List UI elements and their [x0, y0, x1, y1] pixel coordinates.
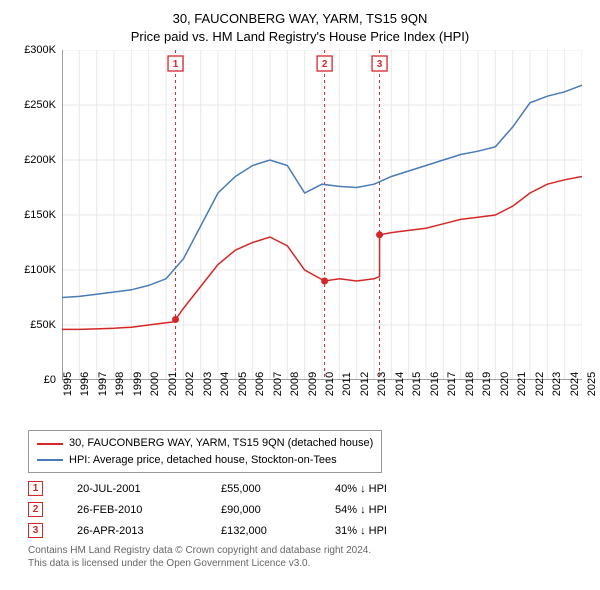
events-table: 1 20-JUL-2001 £55,000 40% ↓ HPI 2 26-FEB-2010… — [28, 481, 586, 538]
event-badge: 2 — [28, 502, 43, 517]
y-tick-label: £250K — [24, 99, 56, 111]
x-tick-label: 2021 — [516, 372, 528, 396]
x-tick-label: 2015 — [411, 372, 423, 396]
legend-label: HPI: Average price, detached house, Stoc… — [69, 452, 337, 469]
event-price: £55,000 — [221, 483, 301, 495]
event-row: 1 20-JUL-2001 £55,000 40% ↓ HPI — [28, 481, 586, 496]
x-tick-label: 2023 — [551, 372, 563, 396]
plot-region: 1 2 3 — [62, 50, 582, 380]
x-tick-label: 1996 — [79, 372, 91, 396]
x-tick-label: 2025 — [586, 372, 598, 396]
event-price: £132,000 — [221, 525, 301, 537]
y-tick-label: £50K — [30, 319, 56, 331]
event-badge: 1 — [28, 481, 43, 496]
legend-label: 30, FAUCONBERG WAY, YARM, TS15 9QN (deta… — [69, 435, 373, 452]
event-badge: 3 — [28, 523, 43, 538]
x-tick-label: 2014 — [394, 372, 406, 396]
chart-container: 30, FAUCONBERG WAY, YARM, TS15 9QN Price… — [0, 0, 600, 590]
chart-title: 30, FAUCONBERG WAY, YARM, TS15 9QN Price… — [14, 10, 586, 46]
event-diff: 40% ↓ HPI — [335, 483, 425, 495]
legend-item: HPI: Average price, detached house, Stoc… — [37, 452, 373, 469]
legend: 30, FAUCONBERG WAY, YARM, TS15 9QN (deta… — [28, 430, 382, 473]
event-date: 26-APR-2013 — [77, 525, 187, 537]
event-price: £90,000 — [221, 504, 301, 516]
x-tick-label: 2016 — [429, 372, 441, 396]
title-line-2: Price paid vs. HM Land Registry's House … — [14, 28, 586, 46]
x-tick-label: 2006 — [254, 372, 266, 396]
plot-svg: 1 2 3 — [62, 50, 582, 380]
legend-item: 30, FAUCONBERG WAY, YARM, TS15 9QN (deta… — [37, 435, 373, 452]
x-tick-label: 2020 — [499, 372, 511, 396]
y-tick-label: £150K — [24, 209, 56, 221]
x-tick-label: 2009 — [307, 372, 319, 396]
y-tick-label: £0 — [44, 374, 56, 386]
x-tick-label: 2018 — [464, 372, 476, 396]
x-tick-label: 2022 — [534, 372, 546, 396]
x-tick-label: 2019 — [481, 372, 493, 396]
y-tick-label: £200K — [24, 154, 56, 166]
x-tick-label: 1999 — [132, 372, 144, 396]
x-tick-label: 2005 — [237, 372, 249, 396]
x-tick-label: 2017 — [446, 372, 458, 396]
svg-text:1: 1 — [173, 59, 179, 70]
x-tick-label: 2024 — [569, 372, 581, 396]
x-tick-label: 2011 — [341, 373, 353, 397]
x-tick-label: 2004 — [219, 372, 231, 396]
y-axis: £0£50K£100K£150K£200K£250K£300K — [14, 50, 62, 380]
footer: Contains HM Land Registry data © Crown c… — [28, 544, 586, 570]
event-diff: 31% ↓ HPI — [335, 525, 425, 537]
event-date: 26-FEB-2010 — [77, 504, 187, 516]
x-tick-label: 2003 — [202, 372, 214, 396]
event-diff: 54% ↓ HPI — [335, 504, 425, 516]
y-tick-label: £100K — [24, 264, 56, 276]
event-date: 20-JUL-2001 — [77, 483, 187, 495]
x-tick-label: 2002 — [184, 372, 196, 396]
legend-swatch — [37, 443, 63, 445]
chart-area: £0£50K£100K£150K£200K£250K£300K 123 — [14, 50, 586, 380]
footer-line-2: This data is licensed under the Open Gov… — [28, 557, 586, 570]
svg-text:2: 2 — [322, 59, 328, 70]
y-tick-label: £300K — [24, 44, 56, 56]
event-row: 3 26-APR-2013 £132,000 31% ↓ HPI — [28, 523, 586, 538]
x-tick-label: 2008 — [289, 372, 301, 396]
title-line-1: 30, FAUCONBERG WAY, YARM, TS15 9QN — [14, 10, 586, 28]
x-tick-label: 2007 — [272, 372, 284, 396]
x-tick-label: 2012 — [359, 372, 371, 396]
x-tick-label: 1997 — [97, 372, 109, 396]
legend-swatch — [37, 459, 63, 461]
svg-text:3: 3 — [377, 59, 383, 70]
x-tick-label: 2000 — [149, 372, 161, 396]
x-tick-label: 1995 — [62, 372, 74, 396]
x-axis: 1995199619971998199920002001200220032004… — [62, 380, 586, 424]
event-row: 2 26-FEB-2010 £90,000 54% ↓ HPI — [28, 502, 586, 517]
x-tick-label: 2013 — [376, 372, 388, 396]
x-tick-label: 1998 — [114, 372, 126, 396]
x-tick-label: 2001 — [167, 372, 179, 396]
footer-line-1: Contains HM Land Registry data © Crown c… — [28, 544, 586, 557]
x-tick-label: 2010 — [324, 372, 336, 396]
